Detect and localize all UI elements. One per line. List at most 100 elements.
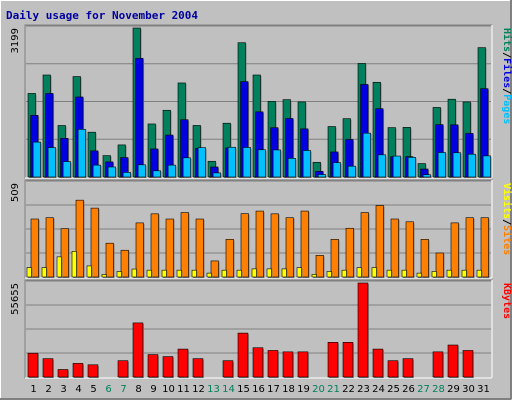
x-tick-label: 10	[162, 384, 175, 395]
bar-visits	[371, 267, 378, 278]
bar-pages	[257, 149, 267, 178]
bar-kbytes	[177, 348, 189, 378]
bar-kbytes	[162, 356, 174, 378]
bar-visits	[311, 274, 318, 278]
x-tick-label: 27	[417, 384, 430, 395]
x-tick-label: 4	[75, 384, 81, 395]
bar-kbytes	[447, 344, 459, 378]
bar-kbytes	[297, 351, 309, 378]
y-max-label: 509	[10, 183, 21, 202]
bar-visits	[56, 256, 63, 278]
x-tick-label: 16	[252, 384, 265, 395]
bar-pages	[452, 152, 462, 178]
bar-pages	[407, 157, 417, 178]
bar-visits	[416, 272, 423, 278]
x-tick-label: 30	[462, 384, 475, 395]
bar-kbytes	[147, 354, 159, 378]
bar-visits	[41, 267, 48, 278]
bar-sites	[120, 249, 130, 278]
bar-kbytes	[252, 347, 264, 378]
bar-visits	[191, 269, 198, 278]
bar-sites	[240, 213, 250, 278]
bar-kbytes	[132, 322, 144, 378]
bar-visits	[236, 269, 243, 278]
bar-visits	[431, 271, 438, 278]
x-tick-label: 25	[387, 384, 400, 395]
bar-sites	[255, 210, 265, 278]
bar-pages	[32, 141, 42, 178]
x-tick-label: 18	[282, 384, 295, 395]
bar-visits	[176, 269, 183, 278]
bar-sites	[165, 218, 175, 278]
bar-sites	[270, 213, 280, 278]
x-tick-label: 1	[30, 384, 36, 395]
bar-visits	[86, 265, 93, 278]
legend-entry: KBytes	[501, 283, 512, 319]
bar-pages	[422, 174, 432, 178]
bar-visits	[161, 269, 168, 278]
x-tick-label: 17	[267, 384, 280, 395]
bar-visits	[221, 269, 228, 278]
bar-pages	[392, 155, 402, 178]
x-tick-label: 22	[342, 384, 355, 395]
bar-kbytes	[432, 351, 444, 378]
x-tick-label: 13	[207, 384, 220, 395]
bar-visits	[341, 269, 348, 278]
bar-kbytes	[57, 369, 69, 378]
bar-kbytes	[117, 360, 129, 378]
bar-kbytes	[237, 332, 249, 378]
bar-visits	[446, 269, 453, 278]
bar-visits	[206, 272, 213, 278]
bar-pages	[77, 129, 87, 178]
bar-visits	[101, 274, 108, 278]
bar-sites	[465, 217, 475, 278]
x-axis-labels: 1 2 3 4 5 6 7 8 9 10 11 12 13 14 15 16 17 18 19 20 21 22 23 24 2…	[30, 384, 490, 395]
bar-kbytes	[27, 352, 39, 378]
bar-sites	[135, 222, 145, 278]
bar-sites	[195, 218, 205, 278]
x-tick-label: 20	[312, 384, 325, 395]
bar-pages	[302, 150, 312, 178]
bar-sites	[390, 218, 400, 278]
x-tick-label: 7	[120, 384, 126, 395]
bar-pages	[347, 165, 357, 178]
legend-entry: /	[501, 219, 512, 225]
bar-pages	[482, 155, 492, 178]
bar-visits	[476, 269, 483, 278]
bar-sites	[420, 239, 430, 278]
bar-visits	[386, 269, 393, 278]
bar-sites	[150, 213, 160, 278]
bar-pages	[212, 172, 222, 178]
bar-pages	[137, 164, 147, 178]
bar-pages	[242, 147, 252, 178]
bar-sites	[75, 199, 85, 278]
x-tick-label: 5	[90, 384, 96, 395]
legend: KBytes	[501, 283, 512, 319]
bar-pages	[362, 132, 372, 178]
bar-kbytes	[402, 358, 414, 378]
x-tick-label: 6	[105, 384, 111, 395]
x-tick-label: 21	[327, 384, 340, 395]
bar-pages	[107, 166, 117, 178]
bar-sites	[285, 217, 295, 278]
bar-pages	[182, 157, 192, 178]
bar-pages	[227, 146, 237, 178]
bar-pages	[377, 154, 387, 178]
bar-visits	[401, 269, 408, 278]
bar-pages	[437, 152, 447, 178]
bar-sites	[450, 222, 460, 278]
bar-sites	[405, 221, 415, 278]
bar-pages	[197, 147, 207, 178]
bar-pages	[62, 161, 72, 178]
bar-pages	[167, 164, 177, 178]
bar-pages	[467, 153, 477, 178]
bar-sites	[435, 252, 445, 278]
bar-visits	[116, 271, 123, 278]
bar-pages	[122, 172, 132, 178]
bar-kbytes	[387, 360, 399, 378]
bar-kbytes	[267, 350, 279, 378]
bar-kbytes	[327, 342, 339, 378]
legend-entry: /	[501, 52, 512, 58]
